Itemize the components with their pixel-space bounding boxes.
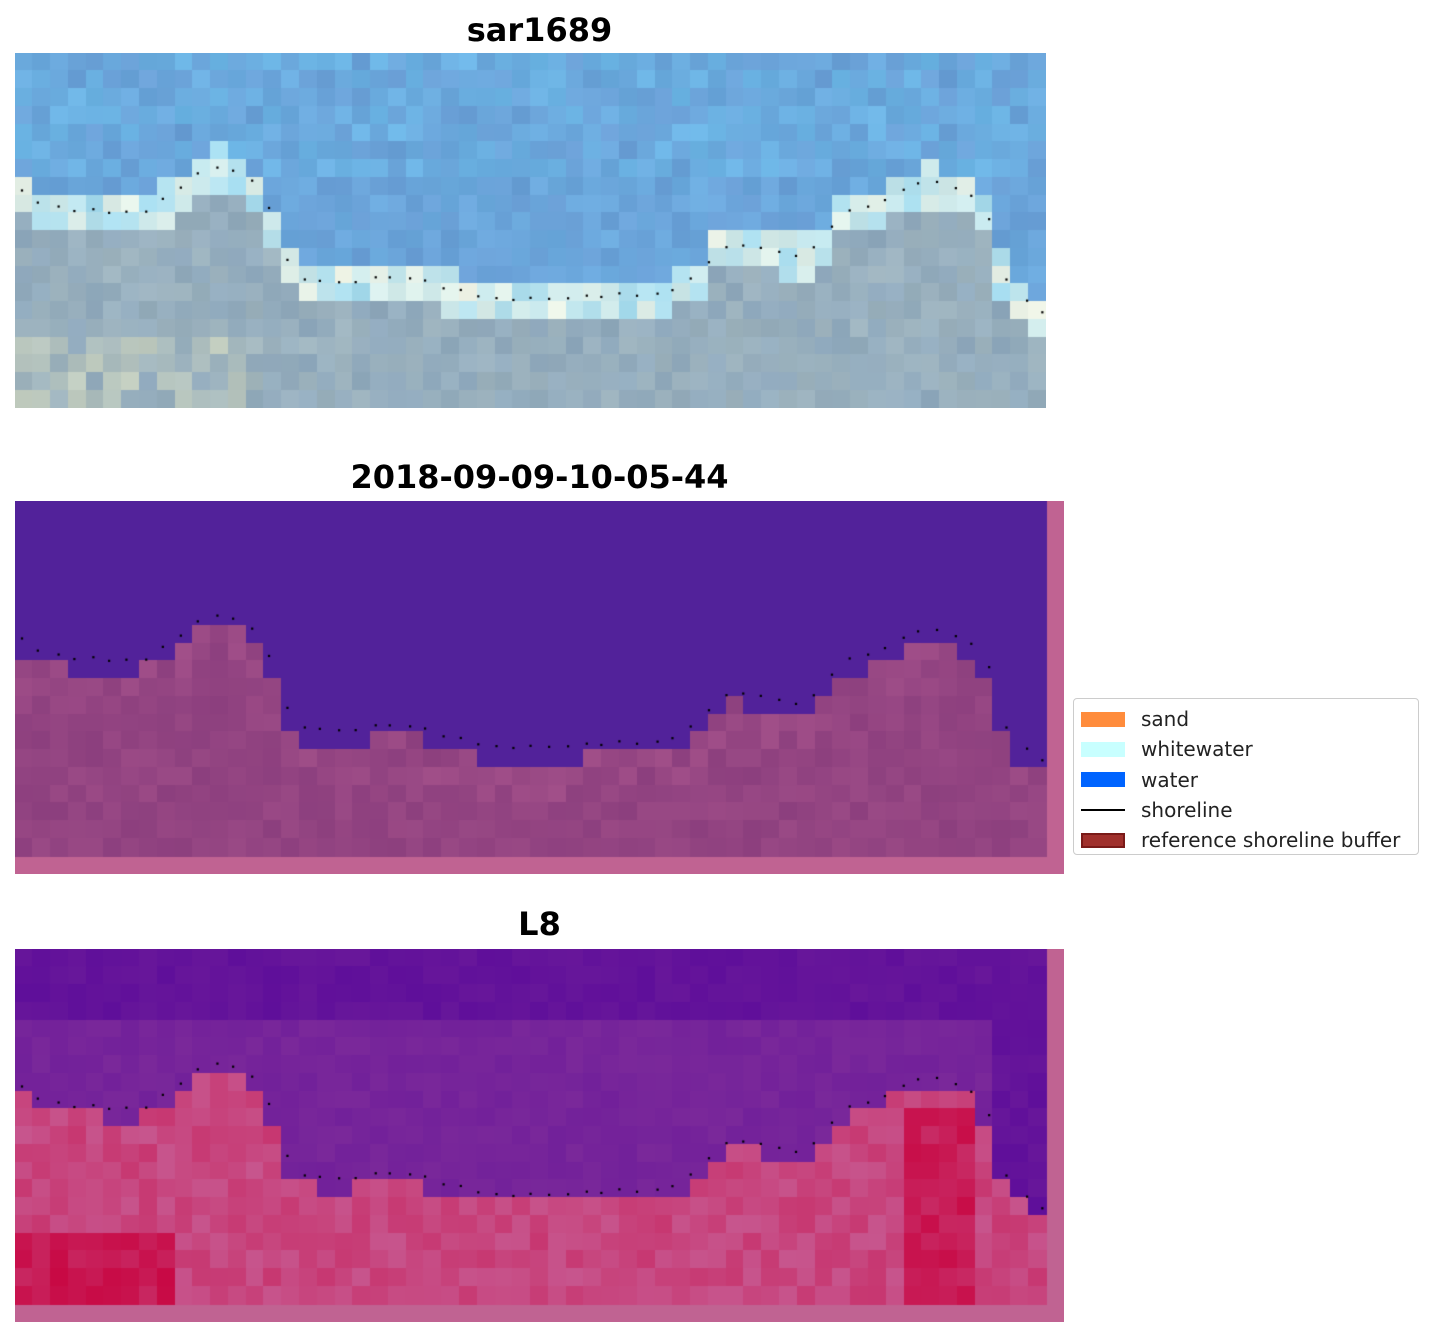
legend-item-sand: sand xyxy=(1074,704,1418,734)
rgb-image-canvas xyxy=(15,53,1046,408)
panel-title-rgb: sar1689 xyxy=(466,11,613,49)
water-swatch xyxy=(1081,772,1125,788)
classification-canvas xyxy=(15,501,1064,874)
legend-label-whitewater: whitewater xyxy=(1141,737,1253,762)
panel-index-image xyxy=(15,949,1064,1322)
legend-label-sand: sand xyxy=(1141,707,1190,732)
legend-label-water: water xyxy=(1141,767,1198,792)
panel-title-index: L8 xyxy=(518,905,561,943)
panel-title-classification: 2018-09-09-10-05-44 xyxy=(350,458,729,496)
legend-item-buffer: reference shoreline buffer xyxy=(1074,825,1418,855)
buffer-swatch xyxy=(1081,832,1125,848)
legend: sand whitewater water shoreline referenc… xyxy=(1073,698,1419,855)
legend-label-buffer: reference shoreline buffer xyxy=(1141,828,1401,853)
legend-label-shoreline: shoreline xyxy=(1141,798,1233,823)
panel-classification-image xyxy=(15,501,1064,874)
whitewater-swatch xyxy=(1081,741,1125,757)
panel-rgb-image xyxy=(15,53,1046,408)
shoreline-swatch xyxy=(1081,809,1125,812)
sand-swatch xyxy=(1081,711,1125,727)
legend-item-shoreline: shoreline xyxy=(1074,795,1418,825)
index-canvas xyxy=(15,949,1064,1322)
legend-item-water: water xyxy=(1074,765,1418,795)
legend-item-whitewater: whitewater xyxy=(1074,734,1418,764)
